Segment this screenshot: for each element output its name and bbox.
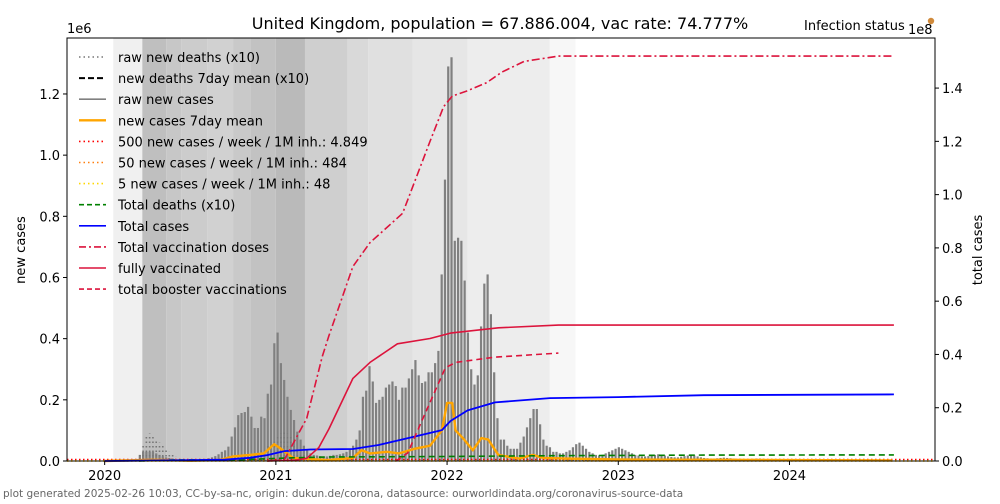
- legend-label: 500 new cases / week / 1M inh.: 4.849: [118, 135, 368, 150]
- bar-raw-new-cases: [421, 383, 423, 461]
- y-left-tick-label: 0.6: [39, 271, 60, 286]
- y-right-tick-label: 0.0: [942, 455, 963, 470]
- infection-status-label: Infection status: [804, 19, 905, 34]
- bar-raw-new-cases: [503, 440, 505, 461]
- legend-label: total booster vaccinations: [118, 283, 287, 298]
- bar-raw-new-cases: [487, 274, 489, 461]
- y-right-tick-label: 1.0: [942, 189, 963, 204]
- y-left-tick-label: 1.0: [39, 149, 60, 164]
- bar-raw-new-cases: [365, 391, 367, 461]
- y-right-tick-label: 0.4: [942, 348, 963, 363]
- bar-raw-new-cases: [460, 241, 462, 461]
- x-tick-label: 2024: [773, 469, 806, 484]
- bar-raw-new-cases: [398, 400, 400, 461]
- y-left-tick-label: 0.0: [39, 455, 60, 470]
- y-right-tick-label: 1.4: [942, 82, 963, 97]
- x-axis: 2020 2021 2022 2023 2024: [88, 461, 806, 484]
- y-axis-right: 0.0 0.2 0.4 0.6 0.8 1.0 1.2 1.4: [935, 82, 963, 470]
- bar-raw-new-cases: [411, 369, 413, 461]
- legend-label: Total deaths (x10): [117, 199, 235, 214]
- y-right-tick-label: 0.8: [942, 242, 963, 257]
- bar-raw-new-cases: [247, 407, 249, 461]
- y-axis-left-label: new cases: [14, 216, 29, 284]
- legend-label: 5 new cases / week / 1M inh.: 48: [118, 178, 330, 193]
- bar-raw-new-cases: [270, 385, 272, 461]
- bar-raw-new-cases: [408, 378, 410, 461]
- bar-raw-new-cases: [427, 372, 429, 461]
- footer-note: plot generated 2025-02-26 10:03, CC-by-s…: [3, 488, 683, 500]
- left-axis-multiplier: 1e6: [67, 22, 92, 37]
- bar-raw-new-cases: [477, 375, 479, 461]
- bar-raw-new-cases: [372, 381, 374, 461]
- y-left-tick-label: 0.2: [39, 394, 60, 409]
- bar-raw-new-cases: [424, 381, 426, 461]
- legend-label: Total cases: [117, 220, 189, 235]
- bar-raw-new-cases: [414, 360, 416, 461]
- legend-label: Total vaccination doses: [117, 241, 269, 256]
- y-left-tick-label: 1.2: [39, 88, 60, 103]
- y-left-tick-label: 0.4: [39, 333, 60, 348]
- bar-raw-new-cases: [483, 284, 485, 461]
- bar-raw-new-cases: [388, 385, 390, 461]
- legend-label: new deaths 7day mean (x10): [118, 72, 309, 87]
- legend-label: 50 new cases / week / 1M inh.: 484: [118, 157, 347, 172]
- bar-raw-new-cases: [431, 372, 433, 461]
- y-right-tick-label: 0.6: [942, 295, 963, 310]
- x-tick-label: 2021: [259, 469, 292, 484]
- bar-raw-new-cases: [506, 446, 508, 461]
- bar-raw-new-cases: [385, 388, 387, 461]
- bar-raw-new-cases: [490, 314, 492, 461]
- y-axis-left: 0.0 0.2 0.4 0.6 0.8 1.0 1.2: [39, 88, 67, 470]
- bar-raw-new-cases: [536, 409, 538, 461]
- bar-raw-new-cases: [283, 380, 285, 461]
- legend-label: fully vaccinated: [118, 262, 221, 277]
- bar-raw-new-cases: [395, 386, 397, 461]
- y-axis-right-label: total cases: [971, 215, 986, 286]
- legend-label: raw new cases: [118, 93, 214, 108]
- bar-raw-new-cases: [401, 388, 403, 461]
- x-tick-label: 2022: [431, 469, 464, 484]
- bar-raw-new-cases: [450, 57, 452, 461]
- y-right-tick-label: 1.2: [942, 135, 963, 150]
- x-tick-label: 2020: [88, 469, 121, 484]
- chart-title: United Kingdom, population = 67.886.004,…: [252, 14, 748, 33]
- y-left-tick-label: 0.8: [39, 210, 60, 225]
- bar-raw-new-cases: [355, 440, 357, 461]
- bar-raw-new-cases: [391, 381, 393, 461]
- status-band: [468, 38, 550, 461]
- bar-raw-new-cases: [237, 415, 239, 461]
- x-tick-label: 2023: [602, 469, 635, 484]
- bar-raw-new-cases: [244, 412, 246, 461]
- bar-raw-new-cases: [513, 449, 515, 461]
- legend-label: new cases 7day mean: [118, 114, 263, 129]
- right-axis-multiplier: 1e8: [908, 23, 933, 38]
- bar-raw-new-cases: [240, 413, 242, 461]
- bar-raw-new-cases: [457, 238, 459, 461]
- bar-raw-new-cases: [434, 363, 436, 461]
- bar-raw-new-cases: [500, 440, 502, 461]
- bar-raw-new-cases: [532, 409, 534, 461]
- y-right-tick-label: 0.2: [942, 402, 963, 417]
- legend-label: raw new deaths (x10): [118, 51, 260, 66]
- bar-raw-new-cases: [290, 410, 292, 461]
- bar-raw-new-cases: [437, 351, 439, 461]
- bar-raw-new-cases: [464, 281, 466, 461]
